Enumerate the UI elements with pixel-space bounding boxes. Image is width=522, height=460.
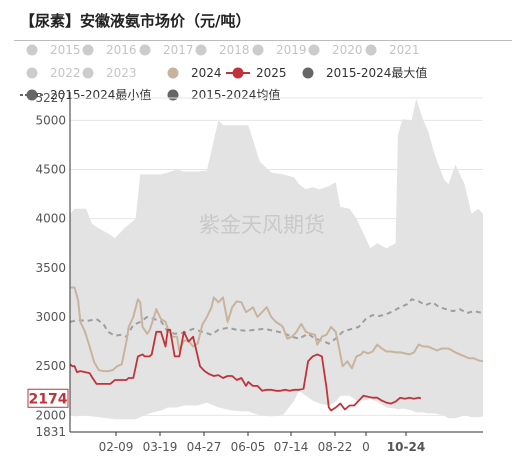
legend-label: 2020 <box>332 43 363 57</box>
x-tick-label: 10-24 <box>387 440 425 454</box>
legend-symbol-icon <box>167 67 179 79</box>
y-tick-label: 3000 <box>35 310 66 324</box>
y-tick-label: 4500 <box>35 163 66 177</box>
legend-label: 2019 <box>276 43 307 57</box>
minmax-band <box>70 98 483 420</box>
y-max-label: 5227 <box>35 91 66 105</box>
legend-symbol-icon <box>252 44 264 56</box>
y-tick-label: 5000 <box>35 113 66 127</box>
legend-symbol-icon <box>139 44 151 56</box>
legend-symbol-icon <box>365 44 377 56</box>
legend-label: 2017 <box>163 43 194 57</box>
y-tick-label: 4000 <box>35 212 66 226</box>
legend-symbol-icon <box>302 67 314 79</box>
title-divider <box>14 40 512 41</box>
legend-symbol-icon <box>82 67 94 79</box>
legend-symbol-icon <box>26 67 38 79</box>
y-tick-label: 2500 <box>35 359 66 373</box>
x-tick-label: 04-27 <box>187 440 222 454</box>
legend-label: 2018 <box>219 43 250 57</box>
series-line-2025 <box>69 328 422 412</box>
legend-symbol-icon <box>20 89 44 101</box>
x-tick-label: 07-14 <box>274 440 309 454</box>
legend-symbol-icon <box>226 67 250 79</box>
legend-label: 2024 <box>191 66 222 80</box>
x-tick-label: 06-05 <box>231 440 266 454</box>
legend-symbol-icon <box>82 44 94 56</box>
legend-symbol-icon <box>195 44 207 56</box>
legend-label: 2025 <box>256 66 287 80</box>
current-value-box <box>27 388 69 408</box>
legend-label: 2021 <box>389 43 420 57</box>
series-line-2024 <box>70 286 484 373</box>
legend-label: 2015-2024最大值 <box>326 66 428 80</box>
legend-label: 2016 <box>106 43 137 57</box>
x-tick-label: 08-22 <box>318 440 353 454</box>
x-tick-label: 02-09 <box>99 440 134 454</box>
x-tick-label: 03-19 <box>143 440 178 454</box>
legend-symbol-icon <box>26 44 38 56</box>
series-line-2015-2024均值 <box>69 298 484 345</box>
watermark: 紫金天风期货 <box>199 213 325 237</box>
x-tick-label: 0 <box>362 440 370 454</box>
current-value-label: 2174 <box>29 391 68 407</box>
chart-title: 【尿素】安徽液氨市场价（元/吨） <box>20 12 251 30</box>
y-tick-label: 2000 <box>35 408 66 422</box>
legend-label: 2015 <box>50 43 81 57</box>
legend-label: 2023 <box>106 66 137 80</box>
y-min-label: 1831 <box>35 425 66 439</box>
legend-label: 2022 <box>50 66 81 80</box>
legend-symbol-icon <box>308 44 320 56</box>
y-tick-label: 3500 <box>35 261 66 275</box>
